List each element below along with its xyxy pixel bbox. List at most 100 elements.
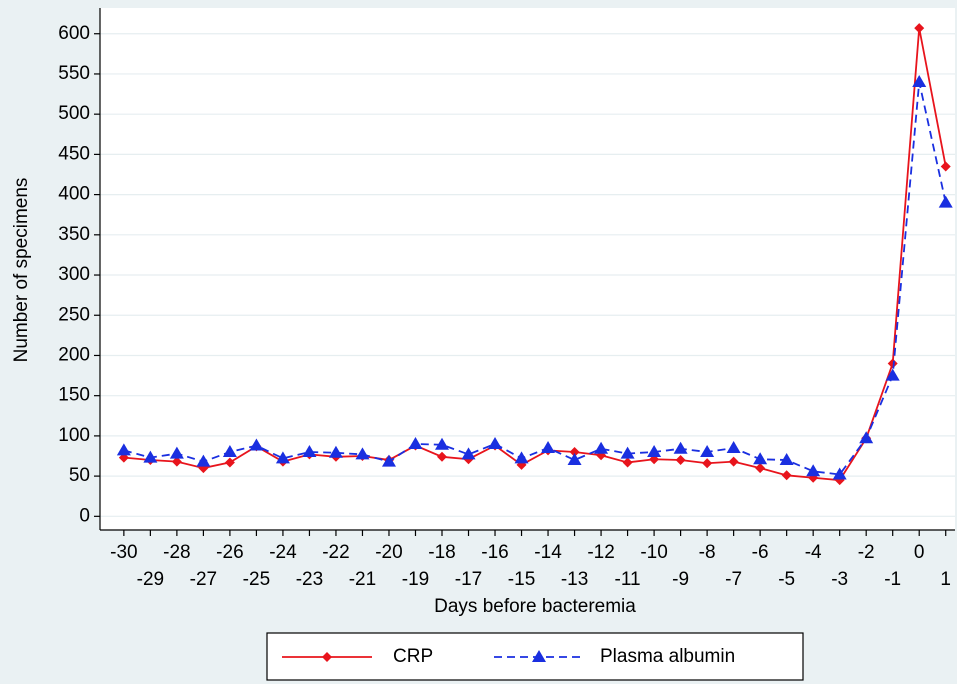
x-tick-label: -6 bbox=[752, 542, 769, 563]
marker bbox=[912, 74, 927, 87]
marker bbox=[514, 451, 529, 464]
y-tick-label: 450 bbox=[58, 143, 90, 164]
marker bbox=[726, 440, 741, 453]
x-tick-label: -18 bbox=[428, 542, 455, 563]
x-tick-label: -27 bbox=[190, 569, 217, 590]
marker bbox=[328, 445, 343, 458]
marker bbox=[169, 446, 184, 459]
x-tick-label: 1 bbox=[940, 569, 951, 590]
series bbox=[116, 74, 953, 480]
x-tick-label: -17 bbox=[455, 569, 482, 590]
legend-label: CRP bbox=[393, 646, 433, 667]
marker bbox=[116, 443, 131, 456]
marker bbox=[541, 440, 556, 453]
legend-marker bbox=[322, 652, 332, 662]
y-tick-label: 600 bbox=[58, 23, 90, 44]
y-axis-label: Number of specimens bbox=[11, 178, 32, 363]
x-tick-label: -24 bbox=[269, 542, 297, 563]
x-tick-label: -21 bbox=[349, 569, 376, 590]
marker bbox=[859, 431, 874, 444]
legend-marker bbox=[532, 650, 546, 662]
legend-label: Plasma albumin bbox=[600, 646, 735, 667]
x-tick-label: -14 bbox=[534, 542, 562, 563]
marker bbox=[702, 458, 713, 469]
marker bbox=[647, 444, 662, 457]
marker bbox=[940, 161, 951, 172]
marker bbox=[461, 447, 476, 460]
x-tick-label: -13 bbox=[561, 569, 588, 590]
y-tick-label: 500 bbox=[58, 103, 90, 124]
x-tick-label: -22 bbox=[322, 542, 349, 563]
marker bbox=[779, 453, 794, 466]
y-tick-label: 550 bbox=[58, 63, 90, 84]
marker bbox=[887, 358, 898, 369]
marker bbox=[355, 447, 370, 460]
x-tick-label: -26 bbox=[216, 542, 243, 563]
marker bbox=[700, 444, 715, 457]
y-tick-label: 0 bbox=[79, 505, 90, 526]
marker bbox=[437, 451, 447, 462]
x-tick-label: -16 bbox=[481, 542, 508, 563]
y-tick-label: 150 bbox=[58, 385, 90, 406]
marker bbox=[885, 368, 900, 381]
marker bbox=[914, 23, 925, 34]
marker bbox=[567, 453, 582, 466]
y-tick-label: 350 bbox=[58, 224, 90, 245]
x-tick-label: -5 bbox=[778, 569, 795, 590]
x-tick-label: -23 bbox=[296, 569, 323, 590]
x-tick-label: -25 bbox=[243, 569, 270, 590]
marker bbox=[675, 455, 686, 466]
y-tick-label: 200 bbox=[58, 344, 90, 365]
y-tick-label: 100 bbox=[58, 425, 90, 446]
marker bbox=[224, 457, 235, 468]
marker bbox=[620, 446, 635, 459]
x-axis-label: Days before bacteremia bbox=[434, 596, 636, 617]
marker bbox=[728, 456, 739, 467]
x-tick-label: -9 bbox=[672, 569, 689, 590]
y-tick-label: 300 bbox=[58, 264, 90, 285]
marker bbox=[302, 444, 317, 457]
marker bbox=[622, 457, 633, 468]
x-tick-label: -30 bbox=[110, 542, 137, 563]
marker bbox=[488, 436, 503, 449]
x-tick-label: -1 bbox=[884, 569, 901, 590]
marker bbox=[196, 454, 211, 467]
marker bbox=[832, 467, 847, 480]
marker bbox=[249, 438, 264, 451]
y-tick-label: 400 bbox=[58, 184, 90, 205]
x-tick-label: -20 bbox=[375, 542, 402, 563]
line bbox=[123, 81, 947, 476]
x-tick-label: -10 bbox=[640, 542, 667, 563]
marker bbox=[806, 464, 821, 477]
x-tick-label: -8 bbox=[699, 542, 716, 563]
x-tick-label: -28 bbox=[163, 542, 190, 563]
x-tick-label: -11 bbox=[615, 569, 641, 590]
marker bbox=[753, 452, 768, 465]
marker bbox=[408, 436, 423, 449]
x-tick-label: -3 bbox=[831, 569, 848, 590]
marker bbox=[594, 441, 609, 454]
x-tick-label: -7 bbox=[725, 569, 742, 590]
marker bbox=[275, 451, 290, 464]
x-tick-label: 0 bbox=[914, 542, 925, 563]
y-tick-label: 250 bbox=[58, 304, 90, 325]
x-tick-label: -19 bbox=[402, 569, 429, 590]
x-tick-label: -4 bbox=[805, 542, 822, 563]
marker bbox=[143, 450, 158, 463]
plot-area bbox=[100, 8, 955, 530]
marker bbox=[171, 456, 182, 467]
marker bbox=[673, 441, 688, 454]
marker bbox=[569, 446, 580, 457]
y-tick-label: 50 bbox=[69, 465, 90, 486]
marker bbox=[222, 444, 237, 457]
x-tick-label: -2 bbox=[858, 542, 875, 563]
x-tick-label: -29 bbox=[137, 569, 164, 590]
marker bbox=[381, 454, 396, 467]
marker bbox=[755, 463, 766, 474]
x-tick-label: -12 bbox=[587, 542, 614, 563]
marker bbox=[435, 437, 449, 450]
marker bbox=[781, 470, 792, 481]
x-tick-label: -15 bbox=[508, 569, 535, 590]
marker bbox=[938, 195, 953, 208]
